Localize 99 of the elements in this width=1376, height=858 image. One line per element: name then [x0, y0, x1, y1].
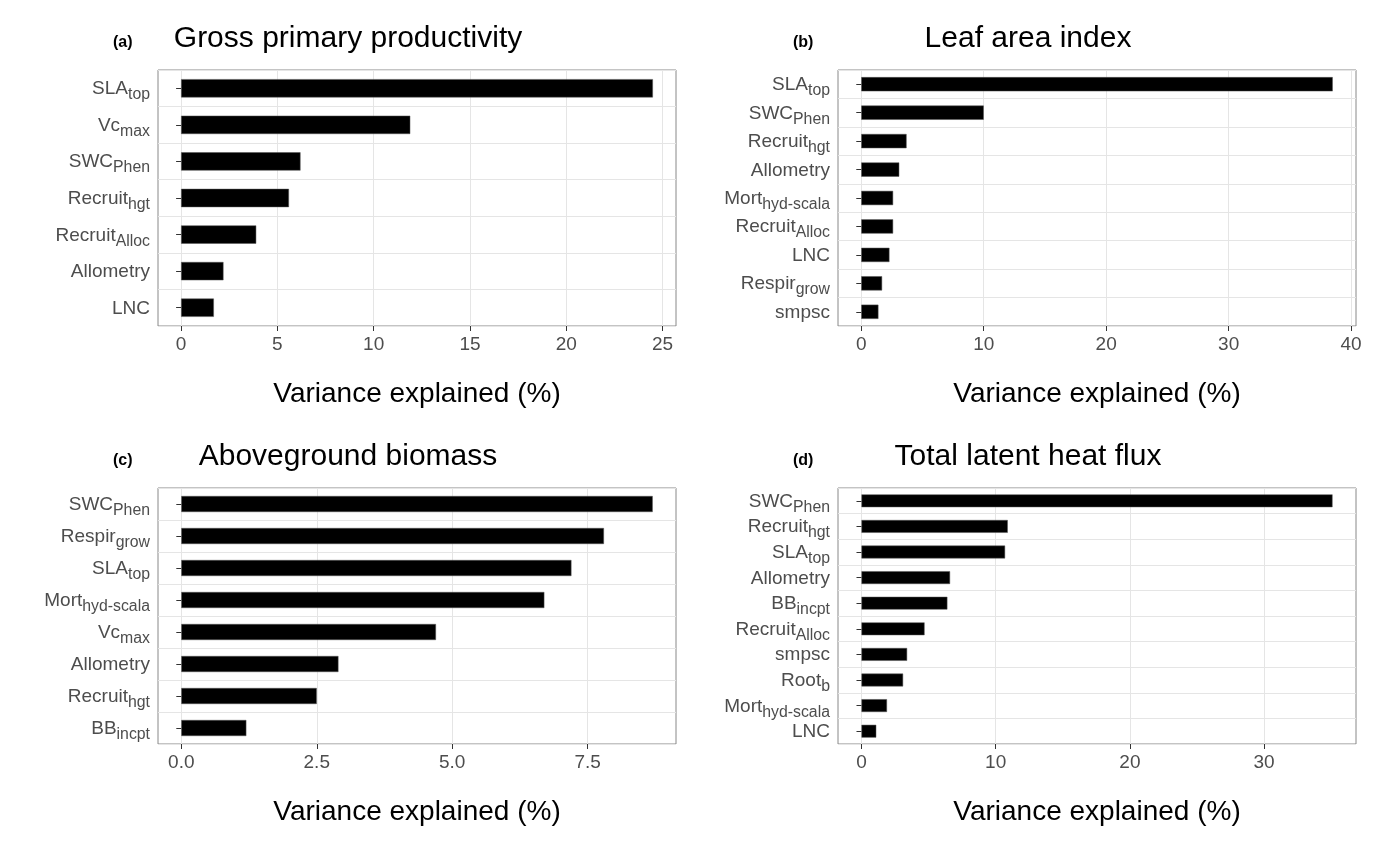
x-tick-label: 10: [363, 333, 385, 354]
bar: [181, 560, 572, 576]
bar: [181, 720, 247, 736]
y-tick-label: Mort$_{hyd-scala}$: [724, 186, 830, 212]
x-tick-label: 20: [1119, 751, 1141, 772]
chart-title: Aboveground biomass: [198, 437, 498, 471]
bar: [861, 596, 948, 610]
bar: [181, 592, 545, 608]
bar: [181, 152, 301, 171]
x-tick-label: 40: [1340, 333, 1362, 354]
bar: [181, 496, 653, 512]
y-tick-label: SLA$_{top}$: [92, 556, 150, 582]
bar: [181, 624, 436, 640]
chart-title: Gross primary productivity: [173, 19, 523, 53]
bar: [861, 494, 1333, 508]
x-tick-label: 0: [175, 333, 187, 354]
y-tick-label: LNC: [791, 242, 830, 267]
y-tick-label: SLA$_{top}$: [772, 540, 830, 566]
y-tick-label: Vc$_{max}$: [97, 112, 150, 139]
x-axis-title: Variance explained (%): [273, 376, 561, 408]
bar: [861, 699, 887, 712]
x-tick-label: 7.5: [574, 751, 601, 772]
bar: [861, 190, 894, 206]
y-tick-label: smpsc: [775, 299, 830, 324]
chart-title: Total latent heat flux: [894, 437, 1162, 471]
x-tick-label: 2.5: [303, 751, 330, 772]
x-tick-label: 0: [855, 333, 867, 354]
bar: [861, 162, 900, 177]
y-tick-label: Recruit$_{hgt}$: [67, 684, 150, 710]
text: (a): [113, 32, 133, 50]
bar: [181, 188, 289, 208]
bar: [861, 134, 907, 149]
bar: [861, 724, 877, 738]
bar: [861, 276, 883, 291]
x-axis-title: Variance explained (%): [953, 794, 1241, 826]
bar: [861, 622, 925, 636]
x-tick-label: 30: [1218, 333, 1240, 354]
y-tick-label: BB$_{incpt}$: [91, 716, 150, 742]
bar: [861, 77, 1333, 92]
text: (d): [793, 450, 814, 468]
x-tick-label: 20: [1095, 333, 1117, 354]
bar: [861, 648, 908, 661]
bar: [861, 247, 890, 262]
y-tick-label: SWC$_{Phen}$: [68, 492, 150, 518]
y-tick-label: LNC: [791, 720, 830, 744]
y-tick-label: Respir$_{grow}$: [740, 271, 830, 298]
x-tick-label: 10: [985, 751, 1007, 772]
bar: [861, 219, 894, 234]
chart-title: Leaf area index: [924, 19, 1132, 53]
y-tick-label: Recruit$_{hgt}$: [747, 514, 830, 541]
text: (b): [793, 32, 814, 50]
bar: [861, 105, 984, 120]
y-tick-label: Allometry: [750, 157, 830, 182]
y-tick-label: SLA$_{top}$: [772, 72, 830, 99]
bar: [861, 673, 904, 687]
y-tick-label: BB$_{incpt}$: [771, 591, 830, 617]
bar: [181, 262, 224, 281]
bar: [181, 528, 604, 544]
x-tick-label: 0: [856, 751, 867, 772]
y-tick-label: Vc$_{max}$: [97, 620, 150, 646]
y-tick-label: Allometry: [70, 259, 150, 284]
bar: [181, 79, 653, 98]
bar: [861, 520, 1008, 533]
bar: [181, 115, 411, 134]
y-tick-label: smpsc: [775, 642, 830, 667]
y-tick-label: SWC$_{Phen}$: [748, 488, 830, 515]
x-tick-label: 20: [555, 333, 577, 354]
y-tick-label: Recruit$_{Alloc}$: [735, 214, 830, 241]
y-tick-label: Recruit$_{hgt}$: [67, 186, 150, 212]
x-tick-label: 25: [651, 333, 674, 354]
y-tick-label: Root$_{b}$: [781, 668, 830, 694]
y-tick-label: Allometry: [750, 566, 830, 590]
bar: [861, 304, 879, 319]
x-tick-label: 30: [1253, 751, 1275, 772]
text: (c): [113, 450, 133, 468]
y-tick-label: SLA$_{top}$: [92, 76, 150, 103]
y-tick-label: Recruit$_{Alloc}$: [735, 617, 830, 643]
bar: [181, 225, 257, 244]
y-tick-label: SWC$_{Phen}$: [748, 100, 830, 127]
y-tick-label: Mort$_{hyd-scala}$: [44, 588, 150, 614]
x-axis-title: Variance explained (%): [273, 794, 561, 826]
x-axis-title: Variance explained (%): [953, 376, 1241, 408]
y-tick-label: Recruit$_{Alloc}$: [55, 222, 150, 249]
y-tick-label: LNC: [111, 295, 150, 320]
y-tick-label: Respir$_{grow}$: [60, 524, 150, 550]
x-tick-label: 5: [272, 333, 283, 354]
y-tick-label: Recruit$_{hgt}$: [747, 129, 830, 155]
bar: [181, 298, 214, 317]
x-tick-label: 0.0: [168, 751, 195, 772]
y-tick-label: SWC$_{Phen}$: [68, 149, 150, 176]
bar: [861, 545, 1006, 559]
bar: [861, 571, 951, 584]
bar: [181, 656, 339, 672]
x-tick-label: 5.0: [439, 751, 466, 772]
bar: [181, 688, 317, 704]
y-tick-label: Mort$_{hyd-scala}$: [724, 693, 830, 720]
x-tick-label: 10: [973, 333, 995, 354]
y-tick-label: Allometry: [70, 652, 150, 676]
x-tick-label: 15: [459, 333, 481, 354]
